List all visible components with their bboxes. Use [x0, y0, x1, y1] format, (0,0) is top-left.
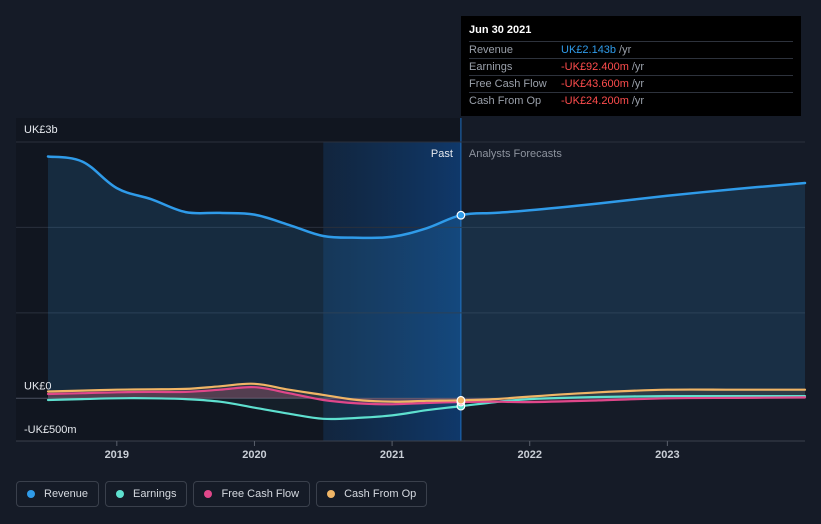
legend-label: Revenue — [44, 488, 89, 500]
legend-label: Earnings — [133, 488, 177, 500]
tooltip-value: -UK£43.600m — [561, 78, 629, 90]
tooltip-value: UK£2.143b — [561, 44, 617, 56]
x-tick-label: 2022 — [517, 449, 541, 461]
marker-cash-from-op — [456, 395, 466, 405]
legend-item-revenue[interactable]: Revenue — [16, 481, 100, 507]
tooltip-unit: /yr — [631, 78, 645, 90]
tooltip-row-cash-from-op: Cash From Op -UK£24.200m /yr — [469, 93, 793, 109]
legend-dot-icon — [204, 490, 213, 498]
tooltip-label: Earnings — [469, 61, 513, 73]
legend-item-earnings[interactable]: Earnings — [105, 481, 188, 507]
tooltip-row-revenue: Revenue UK£2.143b /yr — [469, 42, 793, 59]
y-axis-label: UK£3b — [24, 124, 58, 136]
legend-dot-icon — [327, 490, 336, 498]
x-tick-label: 2021 — [380, 449, 404, 461]
legend: Revenue Earnings Free Cash Flow Cash Fro… — [16, 481, 428, 507]
area-earnings — [48, 396, 805, 420]
legend-label: Free Cash Flow — [221, 488, 300, 500]
y-axis-label: UK£0 — [24, 380, 52, 392]
line-cash-from-op — [46, 382, 807, 403]
tooltip-unit: /yr — [619, 44, 632, 56]
legend-label: Cash From Op — [344, 488, 417, 500]
line-free-cash-flow — [46, 386, 807, 406]
legend-item-cash-from-op[interactable]: Cash From Op — [316, 481, 428, 507]
tooltip: Jun 30 2021 Revenue UK£2.143b /yr Earnin… — [461, 16, 801, 116]
tooltip-label: Free Cash Flow — [469, 78, 547, 90]
tooltip-unit: /yr — [631, 95, 645, 107]
tooltip-date: Jun 30 2021 — [469, 24, 793, 42]
x-tick-label: 2020 — [242, 449, 266, 461]
area-free-cash-flow — [48, 387, 805, 405]
legend-item-free-cash-flow[interactable]: Free Cash Flow — [193, 481, 311, 507]
tooltip-unit: /yr — [631, 61, 645, 73]
legend-dot-icon — [116, 490, 125, 498]
marker-revenue — [456, 210, 466, 220]
highlight-region — [323, 142, 461, 441]
past-label: Past — [431, 148, 453, 160]
line-earnings — [46, 394, 807, 421]
forecast-label: Analysts Forecasts — [469, 148, 562, 160]
y-axis-label: -UK£500m — [24, 424, 77, 436]
area-revenue — [48, 156, 805, 399]
line-revenue — [46, 155, 807, 240]
tooltip-row-free-cash-flow: Free Cash Flow -UK£43.600m /yr — [469, 76, 793, 93]
x-tick-label: 2019 — [105, 449, 129, 461]
tooltip-label: Revenue — [469, 44, 514, 56]
x-tick-label: 2023 — [655, 449, 679, 461]
tooltip-label: Cash From Op — [469, 95, 542, 107]
tooltip-value: -UK£92.400m — [561, 61, 629, 73]
chart: UK£3b UK£0 -UK£500m 2019 2020 2021 2022 2023 Pas… — [16, 118, 807, 461]
tooltip-value: -UK£24.200m — [561, 95, 629, 107]
legend-dot-icon — [27, 490, 35, 498]
tooltip-row-earnings: Earnings -UK£92.400m /yr — [469, 59, 793, 76]
